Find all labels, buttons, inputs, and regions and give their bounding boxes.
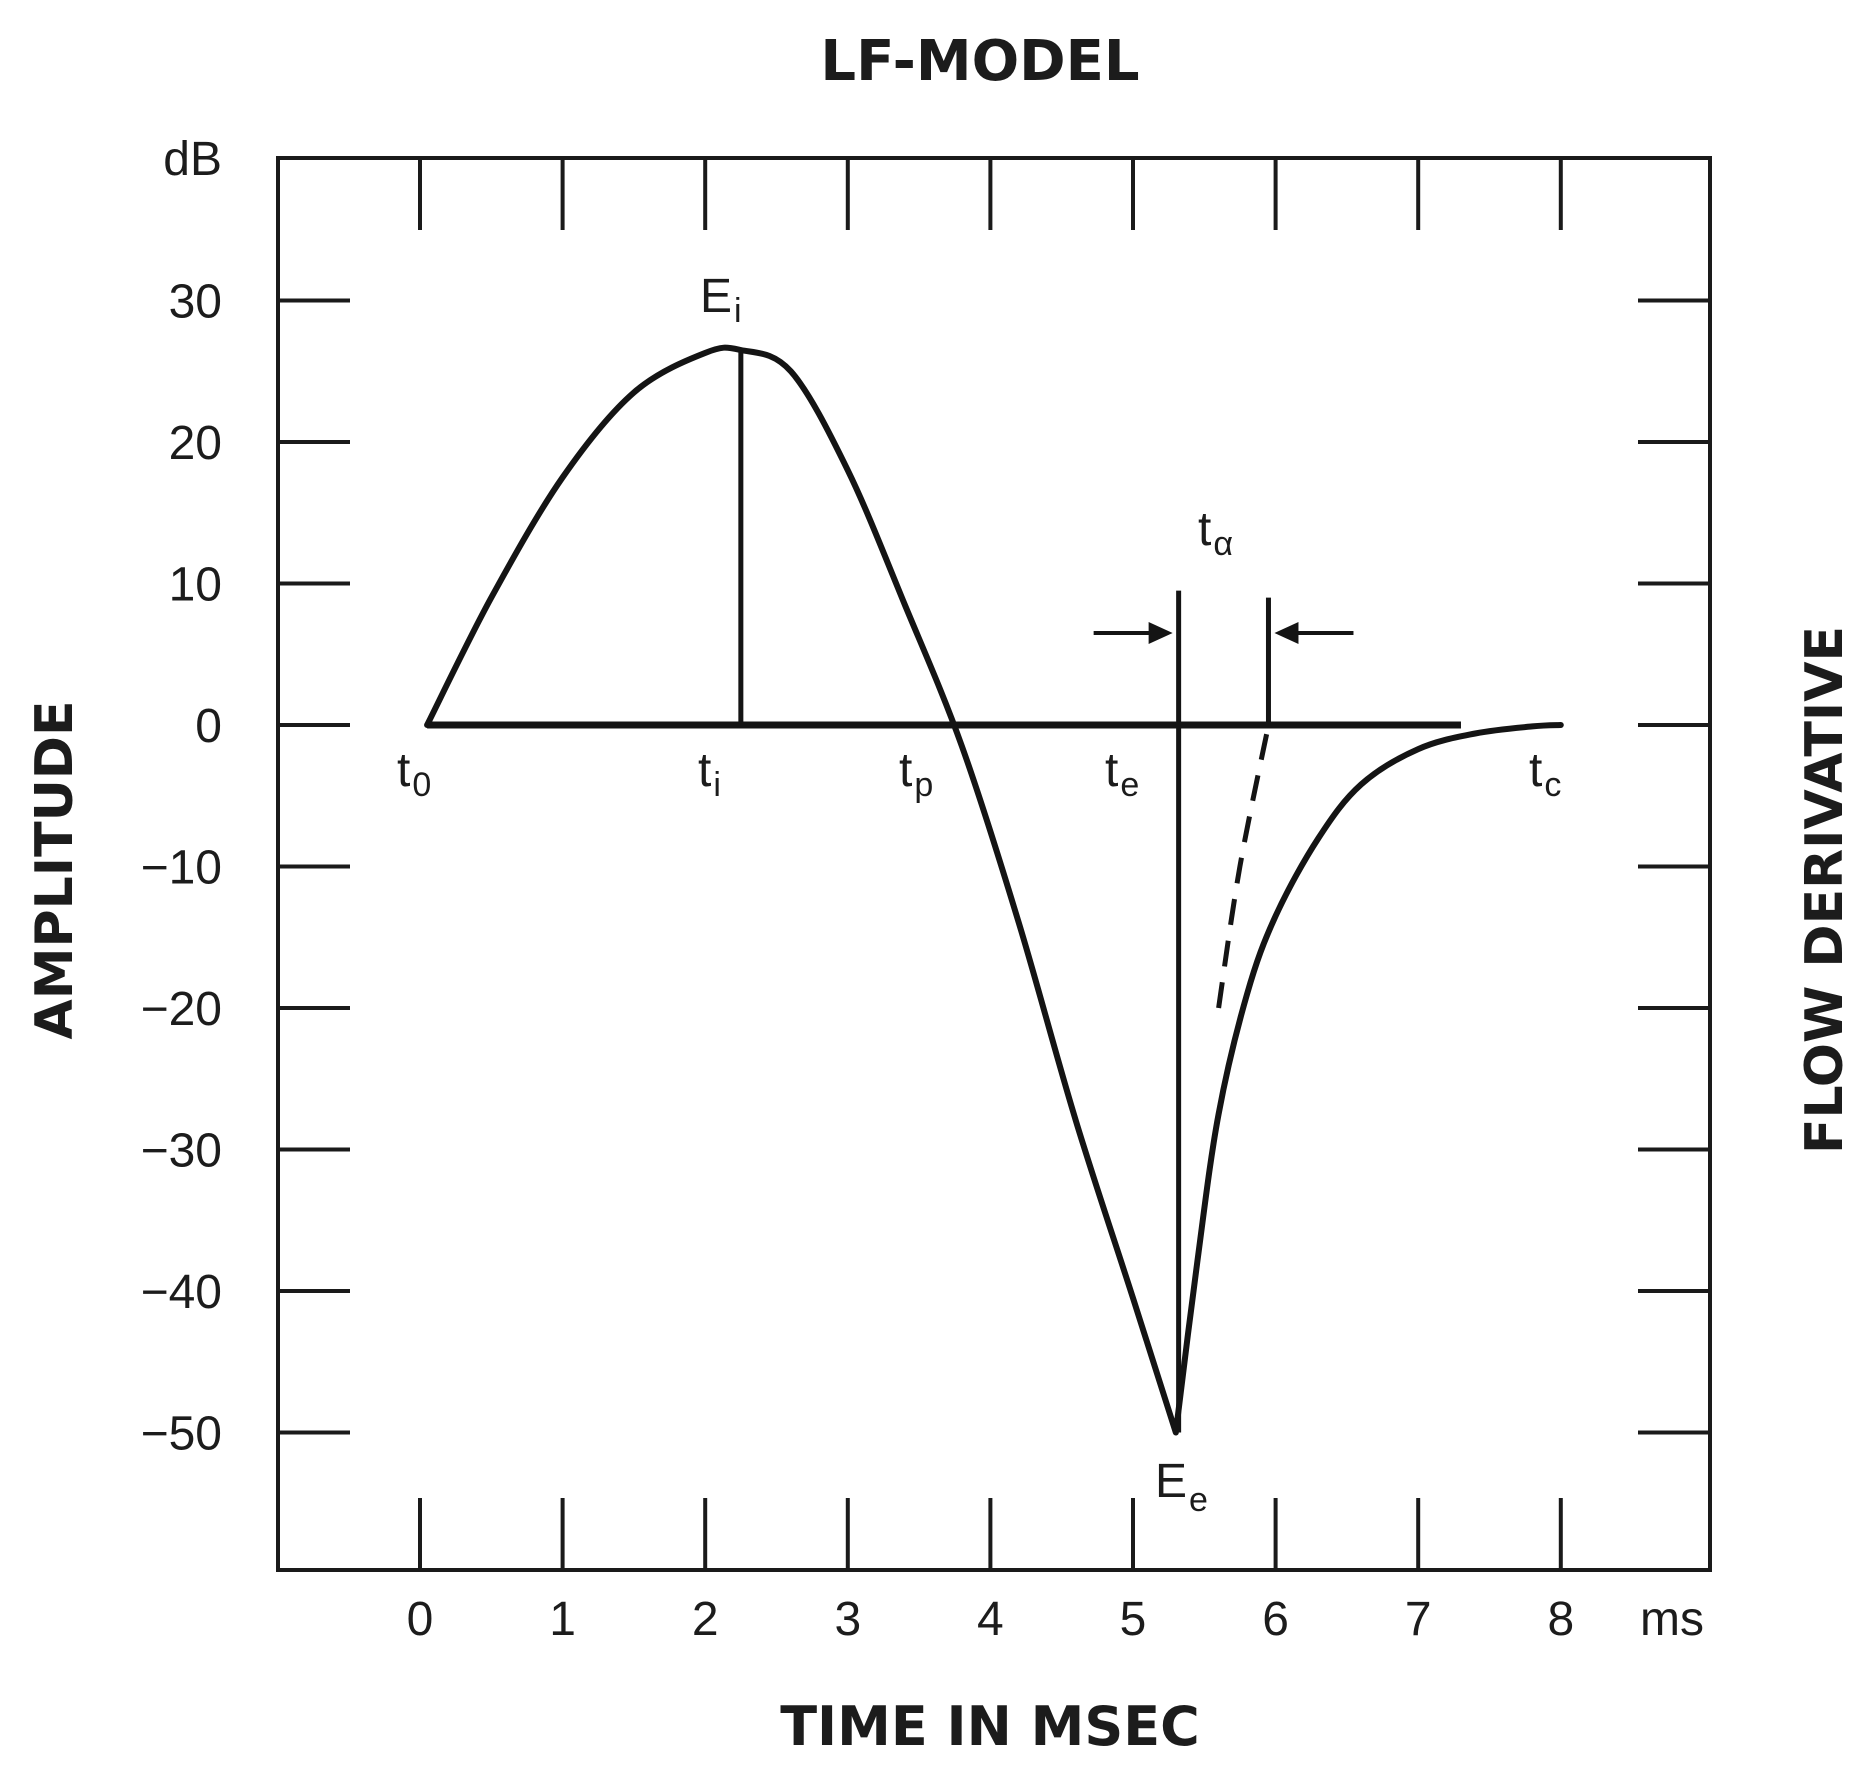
x-tick-label: 6: [1262, 1593, 1289, 1646]
axis-ticks: [278, 158, 1710, 1570]
y-unit-label: dB: [163, 133, 222, 186]
arrow-left-head: [1148, 622, 1173, 645]
t-alpha-arrows: [1093, 622, 1354, 645]
annotation-e-e: Ee: [1155, 1455, 1208, 1519]
x-tick-label: 4: [977, 1593, 1004, 1646]
x-tick-label: 8: [1547, 1593, 1574, 1646]
y-tick-label: 20: [169, 417, 222, 470]
y-tick-label: 30: [169, 276, 222, 329]
y-tick-label: −50: [141, 1408, 222, 1461]
x-axis-label: TIME IN MSEC: [780, 1695, 1200, 1758]
arrow-right-head: [1274, 622, 1299, 645]
y-tick-label: 0: [195, 700, 222, 753]
annotation-t-i: ti: [698, 744, 721, 804]
y-tick-label: −40: [141, 1266, 222, 1319]
y-axis-label: AMPLITUDE: [25, 701, 85, 1040]
x-tick-label: 5: [1120, 1593, 1147, 1646]
annotation-t-p: tp: [899, 744, 933, 804]
y-tick-label: −20: [141, 983, 222, 1036]
tick-labels: 0 1 2 3 4 5 6 7 8 30 20 10 0 −10 −20 −30 −40 −50: [141, 276, 1575, 1647]
x-tick-label: 1: [549, 1593, 576, 1646]
y-tick-label: 10: [169, 559, 222, 612]
x-tick-label: 7: [1405, 1593, 1432, 1646]
x-tick-label: 3: [834, 1593, 861, 1646]
annotation-t-c: tc: [1529, 744, 1561, 804]
annotation-t-0: t0: [397, 744, 431, 804]
plot-frame: [276, 156, 1712, 1572]
y-tick-label: −10: [141, 842, 222, 895]
return-phase-dashed-curve: [1216, 724, 1271, 1009]
x-unit-label: ms: [1640, 1593, 1704, 1646]
x-tick-label: 0: [407, 1593, 434, 1646]
annotation-e-i: Ei: [700, 270, 742, 330]
annotation-t-e: te: [1105, 744, 1139, 804]
annotation-t-alpha: tα: [1198, 503, 1233, 563]
lf-waveform-curve: [424, 344, 1564, 1436]
x-tick-label: 2: [692, 1593, 719, 1646]
y-axis-label-right: FLOW DERIVATIVE: [1795, 626, 1855, 1154]
y-tick-label: −30: [141, 1125, 222, 1178]
chart-title: LF-MODEL: [820, 29, 1139, 94]
time-markers: [738, 350, 1271, 1433]
